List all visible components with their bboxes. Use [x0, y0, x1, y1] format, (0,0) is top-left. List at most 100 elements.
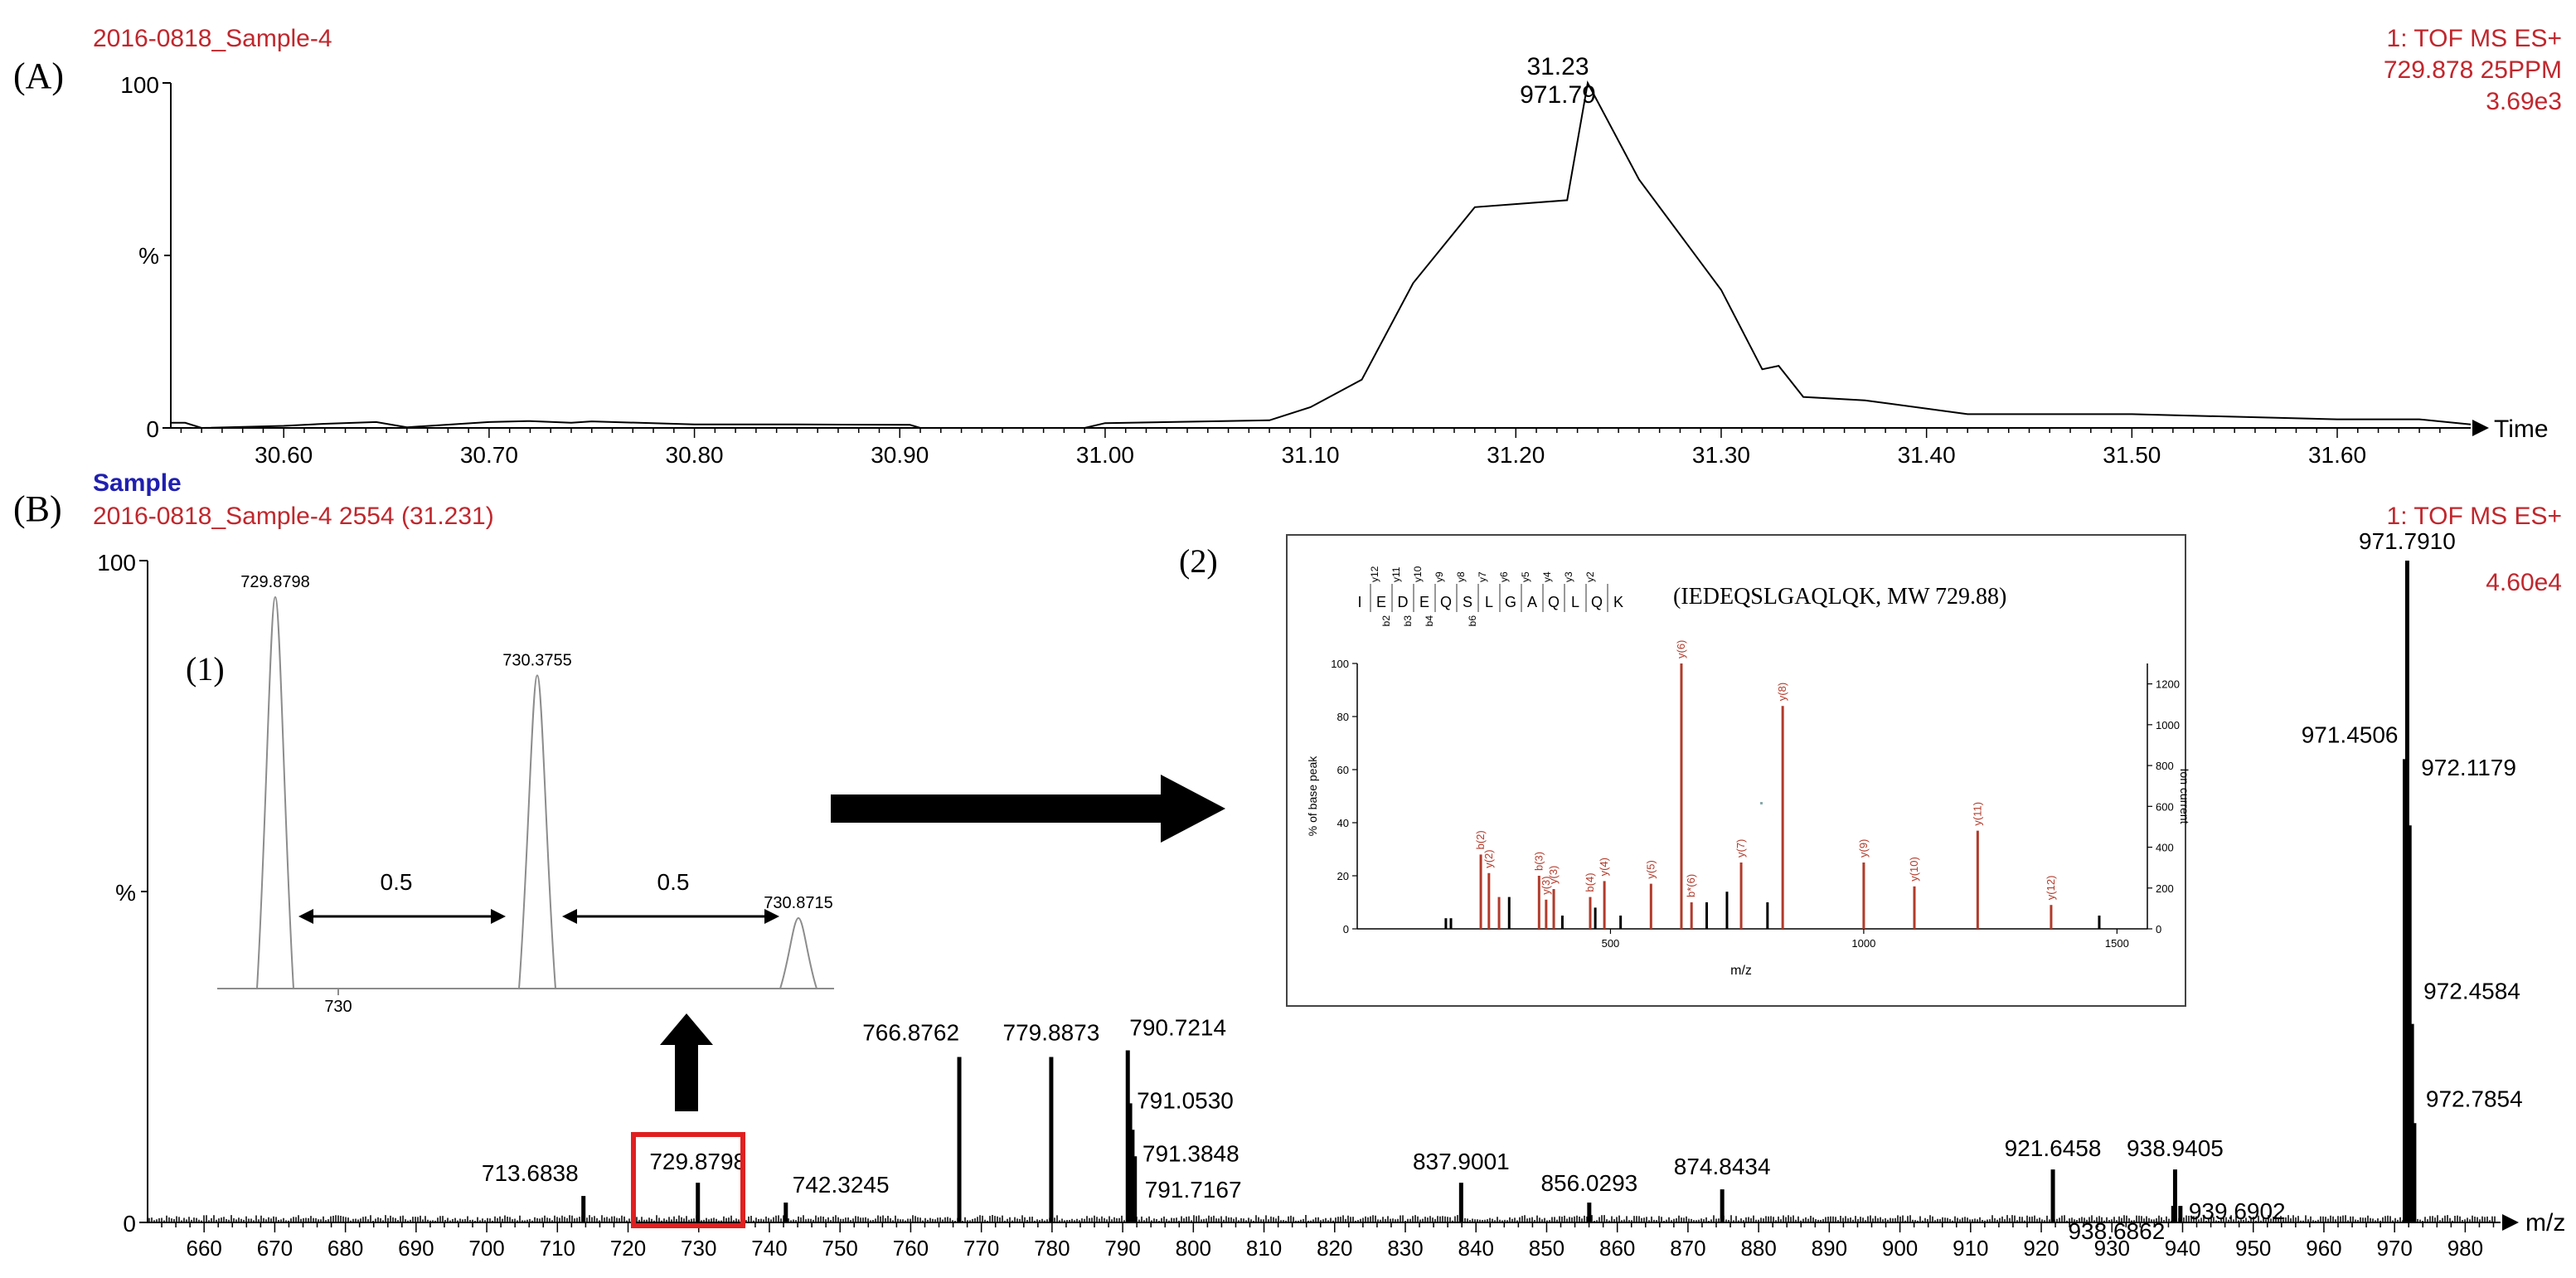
panel-b-ticks: 660 670 680 690 700 710 720 730 740 750 760 770 780 7…	[161, 1222, 2495, 1261]
y-ion-label: y11	[1390, 566, 1402, 582]
panel-a-xtick-label: 31.50	[2103, 442, 2161, 468]
panel-b-label: (B)	[13, 488, 62, 529]
panel-a-ylabel: %	[138, 243, 159, 269]
panel-b-xtick-label: 760	[893, 1236, 929, 1261]
panel-b-peak-label: 874.8434	[1674, 1154, 1771, 1179]
panel-b-xtick-label: 860	[1599, 1236, 1635, 1261]
panel-b-peak-label: 971.4506	[2302, 722, 2399, 747]
inset-2-frame	[1286, 534, 2186, 1007]
inset-2-xlabel: m/z	[1730, 964, 1752, 978]
inset-2-ytick-right-label: 200	[2156, 882, 2174, 895]
b-ion-labels: b2 b3 b4 b6	[1380, 615, 1478, 627]
panel-a-chromatogram-trace	[171, 80, 2472, 430]
panel-b-peak-label: 837.9001	[1413, 1149, 1510, 1174]
panel-b-xtick-label: 700	[468, 1236, 504, 1261]
inset-2-ytick-right-label: 400	[2156, 842, 2174, 854]
inset-2-ion-label: b(3)	[1532, 852, 1545, 871]
panel-b-peak-label: 972.4584	[2423, 979, 2520, 1004]
panel-b-xtick-label: 820	[1317, 1236, 1352, 1261]
inset-2-ion-label: y(4)	[1598, 858, 1610, 876]
inset-1-trace	[224, 595, 829, 989]
inset-1-spacing-2: 0.5	[657, 869, 690, 895]
inset-1-peak-label-2: 730.3755	[502, 651, 571, 669]
panel-a-xtick-label: 31.00	[1076, 442, 1134, 468]
panel-b-peak-labels: 713.6838 729.8798 742.3245 766.8762 779.8873…	[482, 528, 2523, 1244]
inset-2-ion-label: y(3)	[1540, 876, 1552, 894]
panel-b-peak-label: 921.6458	[2005, 1135, 2102, 1161]
panel-b-xtick-label: 710	[540, 1236, 575, 1261]
panel-a-xtick-label: 30.80	[666, 442, 724, 468]
sequence-residue: E	[1376, 594, 1386, 610]
inset-1-xtick: 730	[324, 998, 352, 1016]
inset-2-ylabel-right: Ion current	[2178, 769, 2191, 824]
panel-b-xlabel: m/z	[2525, 1209, 2565, 1237]
inset-2-ion-label: y(10)	[1908, 857, 1920, 882]
panel-a-x-arrow	[2472, 420, 2489, 436]
panel-b-xtick-label: 970	[2376, 1236, 2412, 1261]
panel-a-ytick-0: 0	[146, 416, 159, 442]
y-ion-label: y9	[1434, 571, 1445, 582]
sequence-residue: G	[1505, 594, 1516, 610]
panel-b-peak-label: 972.7854	[2426, 1086, 2523, 1111]
panel-b-peak-label: 856.0293	[1540, 1170, 1637, 1196]
inset-2-ion-label: y(3)	[1547, 866, 1560, 884]
panel-b-peak-label: 729.8798	[649, 1149, 746, 1174]
panel-b-xtick-label: 880	[1740, 1236, 1776, 1261]
panel-b-peak-label: 742.3245	[793, 1172, 890, 1198]
panel-b-xtick-label: 730	[681, 1236, 716, 1261]
panel-b-header-right-2: 4.60e4	[2486, 569, 2562, 596]
y-ion-label: y8	[1455, 571, 1467, 582]
inset-2-ytick-right-label: 1000	[2156, 719, 2180, 731]
panel-b-xtick-label: 750	[822, 1236, 858, 1261]
inset-2-ytick-label: 20	[1337, 870, 1349, 882]
double-arrow-icon-2	[562, 909, 779, 924]
highlight-box-729	[631, 1132, 745, 1228]
inset-2-ion-label: y(11)	[1971, 802, 1983, 826]
inset-2-ytick-label: 60	[1337, 764, 1349, 776]
panel-a-xtick-label: 31.10	[1282, 442, 1340, 468]
panel-b-xtick-label: 870	[1670, 1236, 1705, 1261]
panel-b-xtick-label: 690	[398, 1236, 434, 1261]
inset-2-ion-labels: b(2)y(2) b(3)y(3)y(3) b(4)y(4) y(5)y(6)b*(6…	[1474, 640, 2057, 901]
panel-a-xtick-label: 31.40	[1898, 442, 1956, 468]
panel-b-xtick-label: 910	[1953, 1236, 1988, 1261]
panel-a-header-right-2: 729.878 25PPM	[2384, 56, 2562, 84]
panel-a-xtick-label: 30.60	[255, 442, 313, 468]
panel-b-xtick-label: 980	[2447, 1236, 2483, 1261]
inset-2-peptide-title: (IEDEQSLGAQLQK, MW 729.88)	[1673, 584, 2006, 610]
sequence-residue: D	[1398, 594, 1409, 610]
y-ion-label: y2	[1584, 571, 1596, 582]
panel-a-header-right-3: 3.69e3	[2486, 88, 2562, 115]
inset-2-ytick-label: 100	[1331, 658, 1349, 670]
panel-b-xtick-label: 720	[610, 1236, 646, 1261]
inset-1-peak-label-3: 730.8715	[764, 894, 832, 912]
inset-2-ylabel: % of base peak	[1306, 756, 1319, 837]
panel-a-xlabel: Time	[2494, 415, 2549, 443]
inset-2-ytick-label: 80	[1337, 711, 1349, 723]
panel-b-peak-label: 938.6862	[2068, 1218, 2165, 1244]
inset-2-ytick-right-label: 600	[2156, 800, 2174, 813]
panel-b-peak-label: 766.8762	[862, 1020, 959, 1046]
panel-b-title: Sample	[93, 469, 182, 497]
y-ion-label: y10	[1412, 566, 1424, 582]
panel-a-label: (A)	[13, 56, 64, 96]
sequence-residue: I	[1357, 594, 1361, 610]
panel-b-ylabel: %	[115, 880, 136, 906]
panel-a-peak-label-time: 31.23	[1526, 53, 1589, 80]
sequence-residue: L	[1485, 594, 1493, 610]
panel-b-peak-label: 939.6902	[2189, 1198, 2286, 1224]
sequence-residue: Q	[1591, 594, 1603, 610]
y-ion-labels: y12 y11 y10 y9 y8 y7 y6 y5 y4 y3 y2	[1369, 566, 1596, 582]
panel-b-xtick-label: 740	[751, 1236, 787, 1261]
panel-a-peak-label-mz: 971.79	[1520, 81, 1596, 109]
panel-b-xtick-label: 780	[1034, 1236, 1070, 1261]
b-ion-label: b2	[1380, 615, 1392, 627]
inset-2-ion-label: b(2)	[1474, 830, 1487, 849]
right-arrow-icon	[831, 775, 1225, 843]
panel-b-peak-label: 791.7167	[1145, 1177, 1242, 1203]
b-ion-label: b6	[1467, 615, 1478, 627]
panel-b-xtick-label: 920	[2023, 1236, 2059, 1261]
sequence-residue: A	[1527, 594, 1537, 610]
panel-a-xtick-label: 30.90	[871, 442, 929, 468]
